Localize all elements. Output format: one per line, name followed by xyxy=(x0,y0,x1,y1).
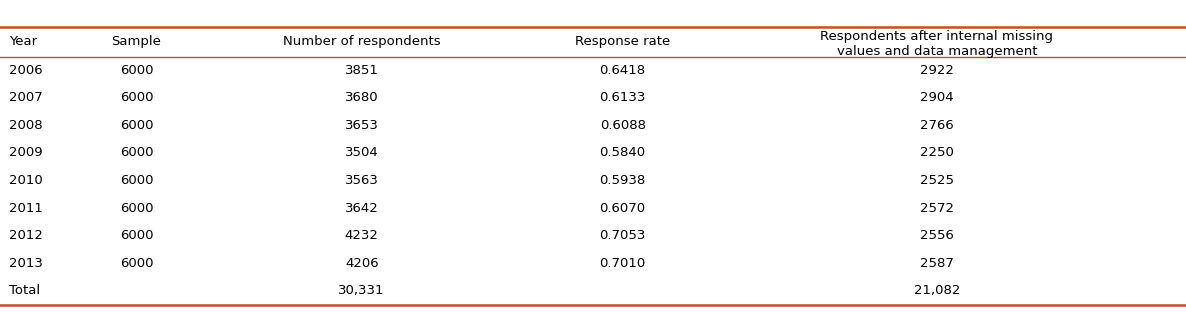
Text: Total: Total xyxy=(9,284,40,297)
Text: 3642: 3642 xyxy=(345,202,378,214)
Text: 2009: 2009 xyxy=(9,147,43,160)
Text: 2012: 2012 xyxy=(9,229,44,242)
Text: 0.6070: 0.6070 xyxy=(600,202,645,214)
Text: 6000: 6000 xyxy=(120,202,153,214)
Text: 2011: 2011 xyxy=(9,202,44,214)
Text: Number of respondents: Number of respondents xyxy=(283,35,440,48)
Text: 0.6088: 0.6088 xyxy=(600,119,645,132)
Text: 4206: 4206 xyxy=(345,257,378,270)
Text: 2556: 2556 xyxy=(920,229,954,242)
Text: 6000: 6000 xyxy=(120,119,153,132)
Text: 3504: 3504 xyxy=(345,147,378,160)
Text: 6000: 6000 xyxy=(120,229,153,242)
Text: 0.6418: 0.6418 xyxy=(600,64,645,77)
Text: 0.6133: 0.6133 xyxy=(599,91,646,104)
Text: 6000: 6000 xyxy=(120,91,153,104)
Text: 6000: 6000 xyxy=(120,174,153,187)
Text: 0.5840: 0.5840 xyxy=(600,147,645,160)
Text: 2007: 2007 xyxy=(9,91,43,104)
Text: 3563: 3563 xyxy=(345,174,378,187)
Text: 2904: 2904 xyxy=(920,91,954,104)
Text: 2006: 2006 xyxy=(9,64,43,77)
Text: Year: Year xyxy=(9,35,38,48)
Text: 30,331: 30,331 xyxy=(338,284,385,297)
Text: 0.7010: 0.7010 xyxy=(600,257,645,270)
Text: 4232: 4232 xyxy=(345,229,378,242)
Text: 3680: 3680 xyxy=(345,91,378,104)
Text: Sample: Sample xyxy=(111,35,161,48)
Text: 2525: 2525 xyxy=(920,174,954,187)
Text: 2587: 2587 xyxy=(920,257,954,270)
Text: 3653: 3653 xyxy=(345,119,378,132)
Text: 6000: 6000 xyxy=(120,147,153,160)
Text: Response rate: Response rate xyxy=(575,35,670,48)
Text: 2008: 2008 xyxy=(9,119,43,132)
Text: 0.5938: 0.5938 xyxy=(600,174,645,187)
Text: 2572: 2572 xyxy=(920,202,954,214)
Text: 2250: 2250 xyxy=(920,147,954,160)
Text: 2010: 2010 xyxy=(9,174,43,187)
Text: 2922: 2922 xyxy=(920,64,954,77)
Text: 0.7053: 0.7053 xyxy=(599,229,646,242)
Text: 6000: 6000 xyxy=(120,257,153,270)
Text: Respondents after internal missing
values and data management: Respondents after internal missing value… xyxy=(821,30,1053,58)
Text: 6000: 6000 xyxy=(120,64,153,77)
Text: 2766: 2766 xyxy=(920,119,954,132)
Text: 3851: 3851 xyxy=(345,64,378,77)
Text: 21,082: 21,082 xyxy=(913,284,961,297)
Text: 2013: 2013 xyxy=(9,257,44,270)
